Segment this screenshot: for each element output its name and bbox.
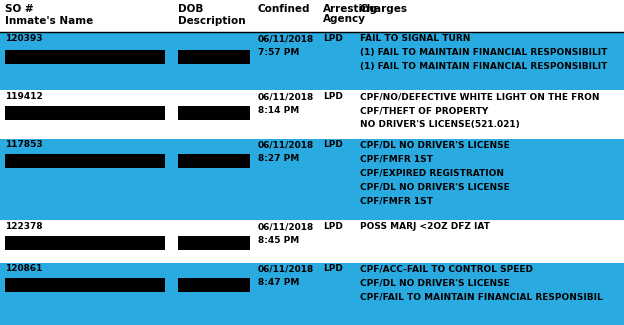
Text: POSS MARJ <2OZ DFZ IAT: POSS MARJ <2OZ DFZ IAT xyxy=(360,222,490,231)
Text: 06/11/2018: 06/11/2018 xyxy=(258,222,314,231)
Text: 120861: 120861 xyxy=(5,264,42,273)
Text: LPD: LPD xyxy=(323,34,343,43)
Text: CPF/FAIL TO MAINTAIN FINANCIAL RESPONSIBIL: CPF/FAIL TO MAINTAIN FINANCIAL RESPONSIB… xyxy=(360,292,603,301)
Text: Agency: Agency xyxy=(323,14,366,24)
Bar xyxy=(0,139,624,220)
Text: 7:57 PM: 7:57 PM xyxy=(258,48,300,57)
Text: LPD: LPD xyxy=(323,92,343,101)
Text: Description: Description xyxy=(178,16,246,26)
Text: Inmate's Name: Inmate's Name xyxy=(5,16,93,26)
Text: CPF/FMFR 1ST: CPF/FMFR 1ST xyxy=(360,196,433,205)
Text: 06/11/2018: 06/11/2018 xyxy=(258,140,314,149)
Bar xyxy=(178,278,250,292)
Text: FAIL TO SIGNAL TURN: FAIL TO SIGNAL TURN xyxy=(360,34,470,43)
Bar xyxy=(178,50,250,64)
Text: CPF/FMFR 1ST: CPF/FMFR 1ST xyxy=(360,154,433,163)
Text: (1) FAIL TO MAINTAIN FINANCIAL RESPONSIBILIT: (1) FAIL TO MAINTAIN FINANCIAL RESPONSIB… xyxy=(360,48,607,57)
Text: 120393: 120393 xyxy=(5,34,42,43)
Text: DOB: DOB xyxy=(178,4,203,14)
Text: Charges: Charges xyxy=(360,4,408,14)
Text: LPD: LPD xyxy=(323,222,343,231)
Text: CPF/DL NO DRIVER'S LICENSE: CPF/DL NO DRIVER'S LICENSE xyxy=(360,182,510,191)
Bar xyxy=(178,236,250,250)
Text: CPF/DL NO DRIVER'S LICENSE: CPF/DL NO DRIVER'S LICENSE xyxy=(360,140,510,149)
Text: CPF/NO/DEFECTIVE WHITE LIGHT ON THE FRON: CPF/NO/DEFECTIVE WHITE LIGHT ON THE FRON xyxy=(360,92,600,101)
Bar xyxy=(5,154,165,168)
Bar xyxy=(0,91,624,138)
Bar xyxy=(178,154,250,168)
Text: 8:14 PM: 8:14 PM xyxy=(258,106,300,115)
Bar xyxy=(0,33,624,90)
Text: Arresting: Arresting xyxy=(323,4,378,14)
Text: 119412: 119412 xyxy=(5,92,43,101)
Text: CPF/DL NO DRIVER'S LICENSE: CPF/DL NO DRIVER'S LICENSE xyxy=(360,278,510,287)
Text: CPF/THEFT OF PROPERTY: CPF/THEFT OF PROPERTY xyxy=(360,106,488,115)
Text: 122378: 122378 xyxy=(5,222,42,231)
Text: 117853: 117853 xyxy=(5,140,42,149)
Text: 8:47 PM: 8:47 PM xyxy=(258,278,300,287)
Text: CPF/ACC-FAIL TO CONTROL SPEED: CPF/ACC-FAIL TO CONTROL SPEED xyxy=(360,264,533,273)
Text: 8:45 PM: 8:45 PM xyxy=(258,236,300,245)
Text: (1) FAIL TO MAINTAIN FINANCIAL RESPONSIBILIT: (1) FAIL TO MAINTAIN FINANCIAL RESPONSIB… xyxy=(360,62,607,71)
Bar xyxy=(5,236,165,250)
Bar xyxy=(5,278,165,292)
Bar xyxy=(5,106,165,120)
Text: 06/11/2018: 06/11/2018 xyxy=(258,264,314,273)
Bar xyxy=(0,221,624,262)
Text: Confined: Confined xyxy=(258,4,311,14)
Text: 06/11/2018: 06/11/2018 xyxy=(258,92,314,101)
Text: LPD: LPD xyxy=(323,264,343,273)
Bar xyxy=(5,50,165,64)
Text: 8:27 PM: 8:27 PM xyxy=(258,154,300,163)
Text: CPF/EXPIRED REGISTRATION: CPF/EXPIRED REGISTRATION xyxy=(360,168,504,177)
Bar xyxy=(178,106,250,120)
Text: NO DRIVER'S LICENSE(521.021): NO DRIVER'S LICENSE(521.021) xyxy=(360,120,520,129)
Bar xyxy=(0,263,624,325)
Text: SO #: SO # xyxy=(5,4,34,14)
Text: 06/11/2018: 06/11/2018 xyxy=(258,34,314,43)
Text: LPD: LPD xyxy=(323,140,343,149)
